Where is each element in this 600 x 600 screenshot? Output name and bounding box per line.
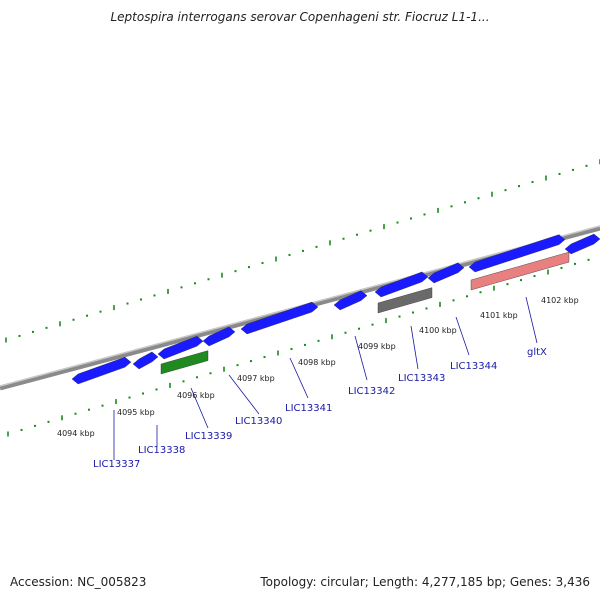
gene-track (71, 233, 600, 385)
gene-label[interactable]: LIC13342 (348, 386, 395, 397)
genome-summary-text: Topology: circular; Length: 4,277,185 bp… (260, 575, 590, 589)
gene-feature[interactable] (240, 301, 319, 335)
gene-feature[interactable] (202, 326, 236, 347)
gene-leader-line (410, 325, 419, 370)
kbp-label: 4095 kbp (117, 408, 155, 417)
gene-leader-line (455, 316, 470, 356)
gene-leader-line (525, 296, 538, 344)
accession-text: Accession: NC_005823 (10, 575, 147, 589)
lower-tick-track (7, 258, 590, 437)
coordinate-labels: 4094 kbp 4095 kbp 4096 kbp 4097 kbp 4098 kbp… (57, 296, 579, 438)
gene-feature[interactable] (470, 251, 570, 291)
gene-feature[interactable] (132, 351, 159, 370)
gene-feature[interactable] (427, 262, 465, 284)
kbp-label: 4100 kbp (419, 326, 457, 335)
gene-labels: LIC13337 LIC13338LIC13339LIC13340LIC13341… (93, 296, 547, 470)
kbp-label: 4098 kbp (298, 358, 336, 367)
gene-feature[interactable] (333, 290, 368, 311)
gene-label[interactable]: LIC13339 (185, 431, 232, 442)
kbp-label: 4096 kbp (177, 391, 215, 400)
upper-tick-track (5, 159, 600, 343)
gene-feature[interactable] (157, 335, 204, 360)
gene-leader-line (289, 357, 309, 399)
gene-feature[interactable] (71, 356, 132, 385)
gene-feature[interactable] (374, 271, 429, 298)
gene-leader-line (190, 387, 209, 429)
genome-title: Leptospira interrogans serovar Copenhage… (110, 10, 490, 24)
gene-feature[interactable] (564, 233, 600, 255)
kbp-label: 4102 kbp (541, 296, 579, 305)
gene-leader-line (354, 335, 368, 381)
kbp-label: 4097 kbp (237, 374, 275, 383)
kbp-label: 4094 kbp (57, 429, 95, 438)
gene-label[interactable]: gltX (527, 347, 547, 358)
gene-label[interactable]: LIC13344 (450, 361, 497, 372)
gene-feature[interactable] (468, 234, 566, 273)
gene-label[interactable]: LIC13338 (138, 445, 185, 456)
gene-label[interactable]: LIC13337 (93, 459, 140, 470)
gene-feature[interactable] (377, 287, 433, 314)
gene-label[interactable]: LIC13343 (398, 373, 445, 384)
kbp-label: 4101 kbp (480, 311, 518, 320)
gene-label[interactable]: LIC13341 (285, 403, 332, 414)
gene-label[interactable]: LIC13340 (235, 416, 282, 427)
gene-leader-line (228, 374, 260, 415)
gene-feature[interactable] (160, 350, 209, 375)
kbp-label: 4099 kbp (358, 342, 396, 351)
